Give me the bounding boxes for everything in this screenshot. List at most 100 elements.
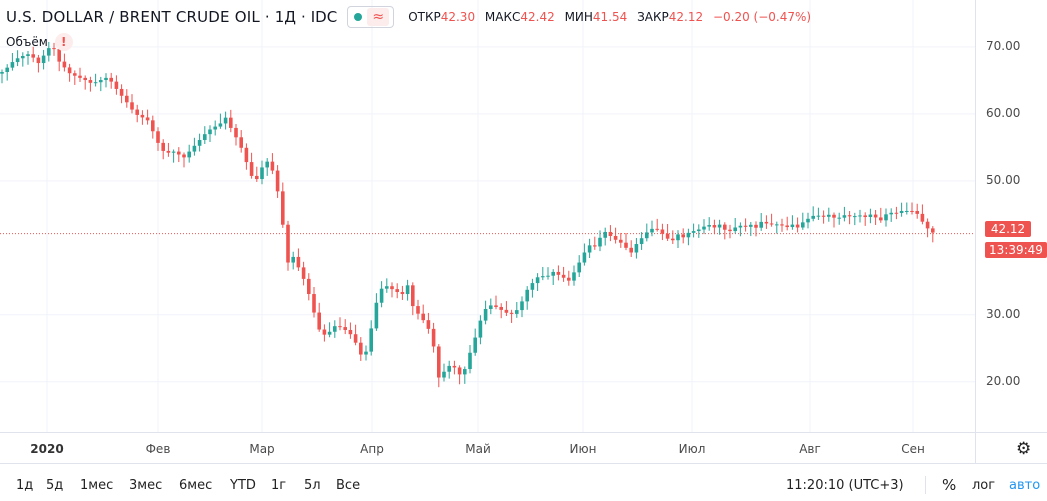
- candle-body: [920, 213, 925, 222]
- range-button-1m[interactable]: 1мес: [80, 478, 114, 493]
- candle-body: [925, 221, 930, 229]
- volume-label[interactable]: Объём: [6, 35, 48, 49]
- candle-body: [431, 328, 436, 347]
- candle-body: [665, 233, 670, 239]
- range-button-5d[interactable]: 5д: [46, 478, 64, 493]
- candle-body: [853, 216, 857, 218]
- candle-body: [858, 215, 862, 217]
- candle-body: [832, 214, 836, 218]
- candle-body: [842, 215, 847, 218]
- range-button-all[interactable]: Все: [336, 478, 361, 493]
- candle-body: [603, 231, 607, 238]
- market-open-dot-icon: [354, 13, 363, 21]
- candle-body: [353, 334, 358, 343]
- candle-body: [208, 129, 212, 135]
- price-axis[interactable]: 70.00 60.00 50.00 30.00 20.00: [975, 0, 1047, 432]
- candle-body: [192, 145, 197, 152]
- x-tick-label: Май: [465, 442, 491, 456]
- volume-alert-icon[interactable]: !: [54, 33, 73, 51]
- candle-body: [707, 225, 711, 227]
- candle-body: [10, 62, 15, 68]
- candle-body: [619, 239, 623, 243]
- candle-body: [821, 215, 826, 217]
- time-axis[interactable]: 2020 Фев Мар Апр Май Июн Июл Авг Сен: [0, 432, 975, 463]
- candle-body: [801, 222, 805, 228]
- candle-body: [78, 75, 82, 78]
- x-tick-label: 2020: [30, 442, 64, 456]
- candle-body: [613, 235, 618, 240]
- range-button-6m[interactable]: 6мес: [179, 478, 213, 493]
- candle-body: [421, 313, 425, 321]
- candle-body: [697, 229, 701, 232]
- source-label: IDC: [310, 8, 338, 26]
- candle-body: [785, 225, 789, 228]
- candle-body: [868, 214, 873, 218]
- candle-body: [873, 214, 878, 218]
- close-value: 42.12: [668, 10, 704, 24]
- ohlc-values: ОТКР42.30 МАКС42.42 МИН41.54 ЗАКР42.12 −…: [408, 10, 811, 24]
- candle-body: [608, 231, 613, 236]
- legend-header: U.S. DOLLAR / BRENT CRUDE OIL · 1Д · IDC…: [6, 6, 811, 28]
- range-button-1d[interactable]: 1д: [16, 478, 34, 493]
- candle-body: [816, 215, 821, 217]
- candle-body: [775, 224, 779, 226]
- range-button-1y[interactable]: 1г: [271, 478, 287, 493]
- candle-body: [686, 232, 691, 238]
- candle-body: [645, 232, 649, 239]
- candle-body: [634, 244, 639, 253]
- clock-readout[interactable]: 11:20:10 (UTC+3): [786, 478, 904, 493]
- candle-body: [171, 151, 176, 153]
- candle-body: [322, 329, 327, 335]
- candle-body: [213, 126, 217, 130]
- candle-body: [151, 120, 155, 132]
- log-scale-button[interactable]: лог: [972, 478, 996, 493]
- candle-body: [312, 294, 316, 313]
- auto-scale-button[interactable]: авто: [1009, 478, 1041, 493]
- candle-body: [764, 221, 769, 224]
- candle-body: [140, 114, 145, 118]
- percent-scale-button[interactable]: %: [942, 476, 957, 494]
- market-status-badge[interactable]: ≈: [347, 6, 395, 28]
- candle-body: [717, 224, 722, 228]
- candle-body: [385, 286, 389, 289]
- candle-body: [327, 331, 332, 335]
- candle-body: [442, 371, 446, 378]
- low-value: 41.54: [592, 10, 628, 24]
- candle-body: [411, 285, 415, 307]
- symbol-title[interactable]: U.S. DOLLAR / BRENT CRUDE OIL: [6, 8, 260, 26]
- candle-body: [260, 167, 264, 180]
- candle-body: [691, 231, 696, 233]
- candle-body: [723, 224, 727, 230]
- interval-label[interactable]: 1Д: [274, 8, 296, 26]
- candle-body: [437, 346, 441, 378]
- candle-body: [348, 329, 353, 335]
- range-button-3m[interactable]: 3мес: [129, 478, 163, 493]
- x-tick-label: Фев: [145, 442, 171, 456]
- open-value: 42.30: [440, 10, 476, 24]
- candle-body: [473, 337, 477, 353]
- candle-body: [390, 286, 394, 290]
- candle-body: [119, 88, 124, 96]
- candle-body: [286, 224, 290, 263]
- candle-body: [47, 48, 51, 56]
- candle-body: [62, 61, 67, 68]
- candle-body: [5, 67, 9, 72]
- candle-body: [749, 224, 753, 227]
- range-button-5y[interactable]: 5л: [304, 478, 321, 493]
- settings-corner: ⚙: [975, 432, 1047, 463]
- x-tick-label: Мар: [249, 442, 275, 456]
- x-tick-label: Июл: [678, 442, 706, 456]
- chart-plot-area[interactable]: [0, 0, 975, 432]
- x-tick-label: Авг: [799, 442, 821, 456]
- candle-body: [109, 77, 113, 82]
- candle-body: [426, 320, 431, 329]
- candle-body: [489, 305, 493, 309]
- candle-body: [41, 55, 46, 64]
- high-label: МАКС: [484, 10, 521, 24]
- candle-body: [187, 151, 191, 158]
- candle-body: [676, 234, 680, 241]
- range-button-ytd[interactable]: YTD: [230, 478, 256, 493]
- candle-body: [145, 117, 150, 121]
- candlestick-chart[interactable]: [0, 0, 975, 432]
- gear-icon[interactable]: ⚙: [1016, 439, 1032, 459]
